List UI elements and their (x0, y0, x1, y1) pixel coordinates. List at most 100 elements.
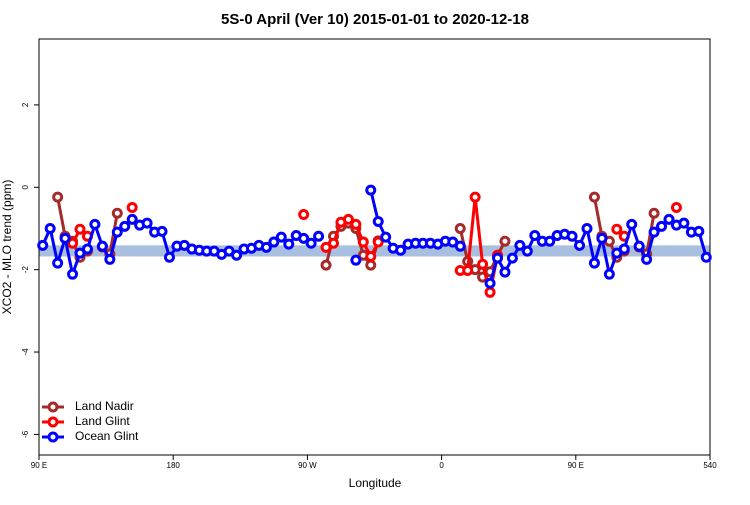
data-point (462, 264, 474, 276)
data-point (588, 257, 600, 269)
data-point (365, 250, 377, 262)
y-tick-label: -4 (21, 348, 30, 356)
data-point (648, 207, 660, 219)
x-tick-label: 0 (439, 461, 444, 470)
data-point (700, 251, 712, 263)
x-tick-label: 180 (167, 461, 181, 470)
y-axis-title: XCO2 - MLO trend (ppm) (0, 180, 14, 315)
x-tick-label: 540 (703, 461, 717, 470)
data-point (320, 259, 332, 271)
data-point (626, 218, 638, 230)
data-point (663, 213, 675, 225)
data-point (327, 237, 339, 249)
data-point (372, 236, 384, 248)
data-point (111, 226, 123, 238)
y-tick-label: 2 (21, 102, 30, 107)
data-point (59, 232, 71, 244)
data-point (633, 240, 645, 252)
data-point (313, 230, 325, 242)
data-point (566, 230, 578, 242)
data-point (275, 231, 287, 243)
y-tick-label: 0 (21, 185, 30, 190)
data-point (163, 251, 175, 263)
y-tick-label: -2 (21, 266, 30, 274)
data-point (648, 226, 660, 238)
data-point (588, 191, 600, 203)
data-point (342, 213, 354, 225)
data-point (611, 223, 623, 235)
data-point (357, 236, 369, 248)
data-point (104, 253, 116, 265)
data-point (231, 249, 243, 261)
legend-marker (47, 431, 59, 443)
data-point (365, 184, 377, 196)
data-point (596, 232, 608, 244)
data-point (529, 229, 541, 241)
legend-label: Land Glint (75, 414, 130, 428)
data-point (350, 218, 362, 230)
data-point (111, 207, 123, 219)
data-point (693, 225, 705, 237)
data-point (380, 231, 392, 243)
data-point (656, 220, 668, 232)
data-point (544, 235, 556, 247)
data-point (484, 277, 496, 289)
data-point (268, 236, 280, 248)
x-tick-label: 90 E (31, 461, 47, 470)
chart-title: 5S-0 April (Ver 10) 2015-01-01 to 2020-1… (221, 11, 529, 28)
data-point (618, 243, 630, 255)
data-point (260, 241, 272, 253)
data-point (484, 286, 496, 298)
data-point (156, 225, 168, 237)
data-point (37, 239, 49, 251)
data-point (305, 237, 317, 249)
data-point (298, 208, 310, 220)
data-point (506, 252, 518, 264)
data-point (499, 235, 511, 247)
data-point (454, 240, 466, 252)
x-axis-title: Longitude (349, 476, 402, 490)
series (37, 184, 712, 289)
x-tick-label: 90 E (568, 461, 584, 470)
data-point (395, 244, 407, 256)
data-point (678, 217, 690, 229)
data-point (603, 268, 615, 280)
data-point (454, 222, 466, 234)
data-point (492, 252, 504, 264)
series (69, 193, 681, 296)
legend-marker (47, 416, 59, 428)
data-point (52, 191, 64, 203)
data-point (641, 253, 653, 265)
data-point (141, 217, 153, 229)
data-point (126, 213, 138, 225)
data-point (350, 254, 362, 266)
data-point (499, 266, 511, 278)
data-point (469, 191, 481, 203)
data-point (67, 237, 79, 249)
data-point (574, 239, 586, 251)
data-point (365, 259, 377, 271)
data-point (81, 243, 93, 255)
data-point (96, 240, 108, 252)
data-point (126, 201, 138, 213)
legend-label: Ocean Glint (75, 429, 139, 443)
data-point (372, 215, 384, 227)
data-point (283, 238, 295, 250)
data-point (74, 223, 86, 235)
data-point (514, 239, 526, 251)
data-point (89, 218, 101, 230)
data-point (581, 222, 593, 234)
data-point (477, 258, 489, 270)
data-point (119, 220, 131, 232)
x-tick-label: 90 W (298, 461, 317, 470)
data-point (67, 268, 79, 280)
data-point (670, 201, 682, 213)
data-point (52, 257, 64, 269)
data-point (521, 245, 533, 257)
data-point (298, 232, 310, 244)
legend-marker (47, 401, 59, 413)
data-point (44, 222, 56, 234)
y-tick-label: -6 (21, 430, 30, 438)
legend-label: Land Nadir (75, 399, 134, 413)
